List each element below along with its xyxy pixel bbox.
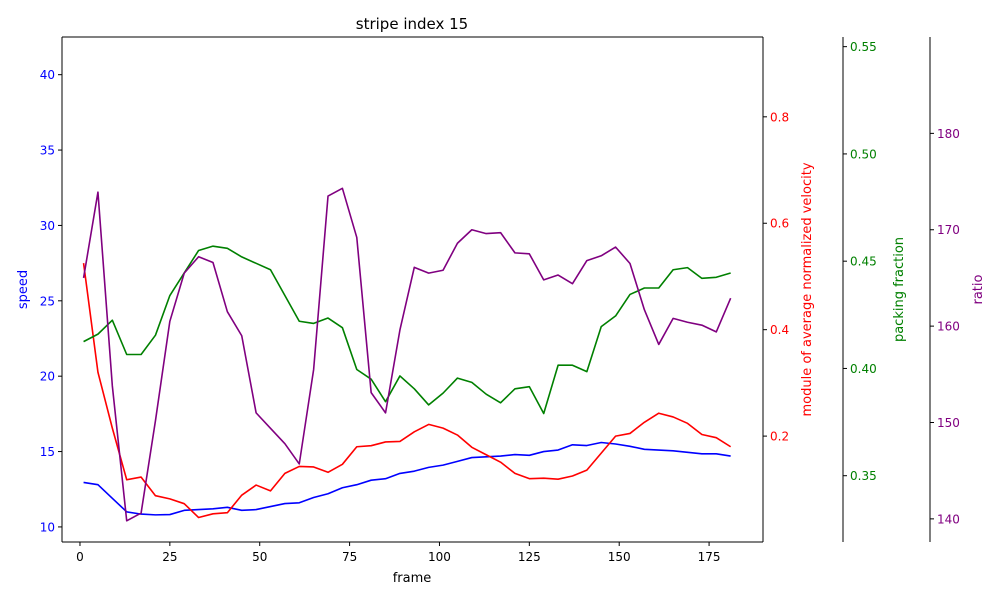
plot-lines xyxy=(82,187,732,522)
x-tick-label: 25 xyxy=(162,550,177,564)
speed-tick-label: 15 xyxy=(40,445,55,459)
speed-tick-label: 25 xyxy=(40,294,55,308)
x-tick-label: 50 xyxy=(252,550,267,564)
velocity-tick-label: 0.6 xyxy=(770,217,789,231)
ratio-tick-label: 170 xyxy=(937,223,960,237)
speed-tick-label: 40 xyxy=(40,68,55,82)
ratio-tick-label: 180 xyxy=(937,127,960,141)
x-tick-label: 175 xyxy=(698,550,721,564)
velocity-tick-label: 0.4 xyxy=(770,323,789,337)
packing-tick-label: 0.40 xyxy=(850,362,877,376)
packing-tick-label: 0.55 xyxy=(850,40,877,54)
packing-tick-label: 0.50 xyxy=(850,147,877,161)
ratio-axis-label: ratio xyxy=(971,274,986,304)
x-tick-label: 75 xyxy=(342,550,357,564)
velocity-tick-label: 0.2 xyxy=(770,430,789,444)
x-tick-label: 150 xyxy=(608,550,631,564)
speed-tick-label: 30 xyxy=(40,219,55,233)
series-line-packing xyxy=(83,245,731,415)
series-line-velocity xyxy=(82,263,732,519)
x-axis-label: frame xyxy=(393,571,432,586)
x-tick-label: 0 xyxy=(76,550,84,564)
speed-tick-label: 10 xyxy=(40,520,55,534)
packing-axis-label: packing fraction xyxy=(892,237,907,342)
axes-layer: 0 25 50 75 100 125 150 175 10 15 20 25 30 35 40 speed 0.… xyxy=(16,36,986,564)
velocity-axis-label: module of average normalized velocity xyxy=(800,162,815,416)
series-line-ratio xyxy=(82,187,732,522)
speed-axis-label: speed xyxy=(16,270,31,309)
ratio-tick-label: 160 xyxy=(937,320,960,334)
x-tick-label: 125 xyxy=(518,550,541,564)
chart-title: stripe index 15 xyxy=(356,15,468,33)
x-tick-label: 100 xyxy=(428,550,451,564)
ratio-tick-label: 140 xyxy=(937,512,960,526)
packing-tick-label: 0.45 xyxy=(850,255,877,269)
speed-tick-label: 35 xyxy=(40,144,55,158)
velocity-tick-label: 0.8 xyxy=(770,110,789,124)
ratio-tick-label: 150 xyxy=(937,416,960,430)
speed-tick-label: 20 xyxy=(40,370,55,384)
packing-tick-label: 0.35 xyxy=(850,469,877,483)
